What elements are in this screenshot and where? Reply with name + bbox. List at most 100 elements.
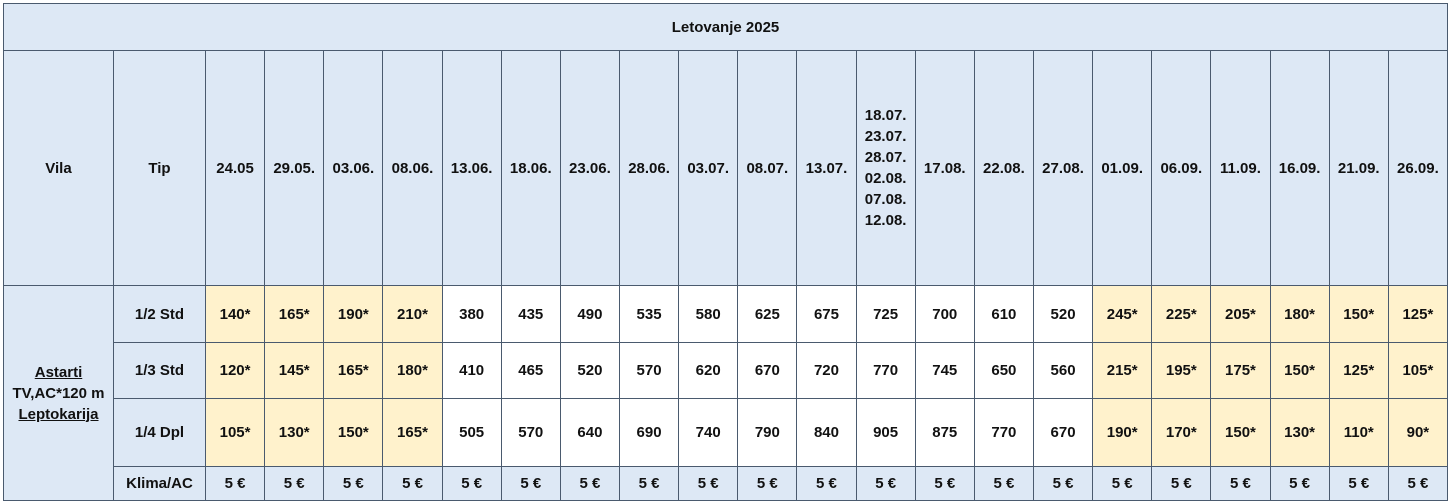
date-header: 27.08.: [1032, 50, 1094, 286]
villa-cell: Astarti TV,AC*120 m Leptokarija: [3, 285, 114, 501]
price-cell: 150*: [323, 398, 384, 467]
price-cell: 5 €: [973, 466, 1034, 501]
date-header: 17.08.: [914, 50, 975, 286]
title-row: Letovanje 2025: [3, 3, 1448, 51]
data-row: 1/4 Dpl 105* 130* 150* 165* 505 570 640 690 740 79…: [4, 398, 1448, 467]
price-cell: 105*: [204, 398, 266, 467]
date-header: 29.05.: [264, 50, 325, 286]
data-row: 1/3 Std 120* 145* 165* 180* 410 465 520 570 620 67…: [4, 342, 1448, 399]
date-header: 03.06.: [323, 50, 384, 286]
price-cell: 720: [796, 342, 857, 399]
price-cell: 245*: [1092, 285, 1153, 343]
price-cell: 5 €: [855, 466, 916, 501]
price-cell: 190*: [323, 285, 384, 343]
price-cell: 175*: [1210, 342, 1271, 399]
price-cell: 190*: [1092, 398, 1153, 467]
price-cell: 210*: [382, 285, 443, 343]
price-cell: 5 €: [618, 466, 680, 501]
header-cell: Tip: [113, 50, 206, 286]
price-cell: 165*: [323, 342, 384, 399]
price-cell: 145*: [264, 342, 325, 399]
date-header: 18.06.: [500, 50, 561, 286]
price-cell: 5 €: [678, 466, 739, 501]
price-cell: 5 €: [323, 466, 384, 501]
price-cell: 560: [1032, 342, 1094, 399]
date-header: 08.06.: [382, 50, 443, 286]
date-header: 06.09.: [1151, 50, 1212, 286]
room-type: 1/4 Dpl: [113, 398, 206, 467]
date-header: 21.09.: [1328, 50, 1389, 286]
villa-link[interactable]: Astarti: [34, 363, 83, 381]
date-header: 23.06.: [559, 50, 620, 286]
price-cell: 150*: [1210, 398, 1271, 467]
price-cell: 435: [500, 285, 561, 343]
price-cell: 225*: [1151, 285, 1212, 343]
price-cell: 690: [618, 398, 680, 467]
price-cell: 180*: [382, 342, 443, 399]
price-table: Letovanje 2025 Vila Tip 24.05 29.05. 03.06. 08…: [3, 3, 1448, 501]
header-row: Vila Tip 24.05 29.05. 03.06. 08.06. 13.06. 18.0…: [3, 50, 1448, 286]
price-cell: 215*: [1092, 342, 1153, 399]
price-cell: 745: [914, 342, 975, 399]
price-cell: 505: [441, 398, 502, 467]
price-cell: 125*: [1387, 285, 1448, 343]
price-cell: 840: [796, 398, 857, 467]
price-cell: 140*: [204, 285, 266, 343]
price-cell: 5 €: [1032, 466, 1094, 501]
price-cell: 5 €: [204, 466, 266, 501]
date-header: 03.07.: [678, 50, 739, 286]
price-cell: 535: [618, 285, 680, 343]
price-cell: 150*: [1328, 285, 1389, 343]
price-cell: 205*: [1210, 285, 1271, 343]
price-cell: 110*: [1328, 398, 1389, 467]
price-cell: 170*: [1151, 398, 1212, 467]
table-title: Letovanje 2025: [3, 3, 1448, 51]
price-cell: 5 €: [1269, 466, 1330, 501]
price-cell: 120*: [204, 342, 266, 399]
date-header: 16.09.: [1269, 50, 1330, 286]
date-header: 18.07. 23.07. 28.07. 02.08. 07.08. 12.08…: [855, 50, 916, 286]
date-header: 28.06.: [618, 50, 680, 286]
price-cell: 520: [559, 342, 620, 399]
price-cell: 675: [796, 285, 857, 343]
price-cell: 195*: [1151, 342, 1212, 399]
price-cell: 5 €: [1151, 466, 1212, 501]
price-cell: 410: [441, 342, 502, 399]
date-header: 13.07.: [796, 50, 857, 286]
price-cell: 5 €: [441, 466, 502, 501]
room-type: Klima/AC: [113, 466, 206, 501]
date-header: 22.08.: [973, 50, 1034, 286]
price-cell: 5 €: [559, 466, 620, 501]
price-cell: 150*: [1269, 342, 1330, 399]
price-cell: 520: [1032, 285, 1094, 343]
date-header: 26.09.: [1387, 50, 1448, 286]
price-cell: 625: [737, 285, 798, 343]
price-cell: 5 €: [264, 466, 325, 501]
price-cell: 700: [914, 285, 975, 343]
price-cell: 725: [855, 285, 916, 343]
price-cell: 580: [678, 285, 739, 343]
date-header: 11.09.: [1210, 50, 1271, 286]
price-cell: 165*: [382, 398, 443, 467]
location-link[interactable]: Leptokarija: [18, 405, 99, 423]
price-cell: 5 €: [1210, 466, 1271, 501]
date-header: 24.05: [204, 50, 266, 286]
data-row: Klima/AC 5 €5 €5 €5 €5 €5 €5 €5 €5 €5 €5 …: [4, 466, 1448, 501]
price-cell: 465: [500, 342, 561, 399]
price-cell: 5 €: [914, 466, 975, 501]
price-cell: 875: [914, 398, 975, 467]
price-cell: 5 €: [382, 466, 443, 501]
price-cell: 610: [973, 285, 1034, 343]
date-header: 08.07.: [737, 50, 798, 286]
villa-details: TV,AC*120 m: [12, 384, 105, 402]
price-cell: 650: [973, 342, 1034, 399]
price-cell: 570: [500, 398, 561, 467]
date-header: 13.06.: [441, 50, 502, 286]
price-cell: 90*: [1387, 398, 1448, 467]
price-cell: 490: [559, 285, 620, 343]
price-cell: 670: [1032, 398, 1094, 467]
price-cell: 770: [973, 398, 1034, 467]
price-cell: 770: [855, 342, 916, 399]
price-cell: 905: [855, 398, 916, 467]
